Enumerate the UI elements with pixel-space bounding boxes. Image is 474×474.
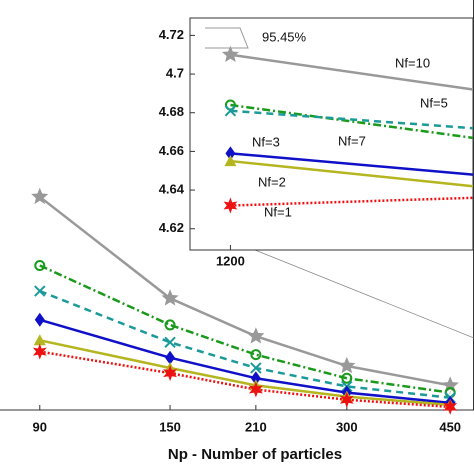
marker (163, 365, 177, 382)
marker (339, 391, 354, 408)
main-plot: 90 150 210 300 450 (31, 187, 461, 434)
marker (165, 350, 176, 365)
series-label: Nf=10 (395, 55, 430, 70)
x-tick-label: 300 (336, 419, 358, 434)
marker (164, 319, 176, 331)
series-line (230, 53, 474, 91)
y-tick-label: 4.72 (159, 27, 184, 42)
marker (223, 197, 238, 214)
marker (33, 334, 46, 346)
marker (34, 312, 45, 327)
y-tick-label: 4.64 (159, 182, 185, 197)
series-label: Nf=3 (252, 134, 280, 149)
series-label: Nf=1 (264, 204, 292, 219)
series-label: Nf=2 (258, 174, 286, 189)
series-line (39, 289, 451, 399)
marker (34, 259, 46, 271)
inset-plot: 4.62 4.64 4.66 4.68 4.7 4.72 1200 Nf=10 Nf=7 Nf=5… (159, 27, 474, 268)
x-tick-label: 150 (159, 419, 181, 434)
marker (341, 372, 353, 384)
interval-bracket (205, 27, 249, 49)
series-line (230, 109, 474, 130)
marker (224, 155, 237, 167)
y-tick-label: 4.68 (159, 104, 184, 119)
marker (225, 146, 236, 161)
series-line (230, 152, 474, 176)
marker (31, 187, 49, 205)
x-tick-label: 210 (245, 419, 267, 434)
x-tick-label: 90 (33, 419, 47, 434)
marker (161, 289, 179, 306)
marker (338, 356, 356, 374)
series-line (230, 196, 474, 207)
series-label: Nf=7 (338, 133, 366, 148)
marker (441, 376, 459, 393)
x-tick-label: 1200 (216, 253, 245, 268)
zoom-line (254, 249, 474, 339)
x-axis-title: Np - Number of particles (168, 446, 342, 463)
marker (164, 336, 176, 349)
marker (250, 371, 261, 386)
marker (224, 105, 237, 117)
marker (443, 398, 458, 415)
marker (34, 285, 46, 297)
series-line (230, 159, 474, 188)
marker (248, 381, 263, 398)
series-line (230, 103, 474, 140)
x-tick-label: 450 (439, 419, 461, 434)
y-tick-label: 4.7 (166, 66, 184, 81)
marker (32, 343, 47, 360)
series-line (39, 350, 451, 409)
marker (250, 349, 262, 361)
y-tick-label: 4.62 (159, 220, 184, 235)
annotation: 95.45% (262, 29, 307, 44)
series-label: Nf=5 (420, 95, 448, 110)
y-tick-label: 4.66 (159, 143, 184, 158)
marker (221, 45, 239, 62)
marker (247, 327, 265, 344)
marker (250, 362, 262, 374)
